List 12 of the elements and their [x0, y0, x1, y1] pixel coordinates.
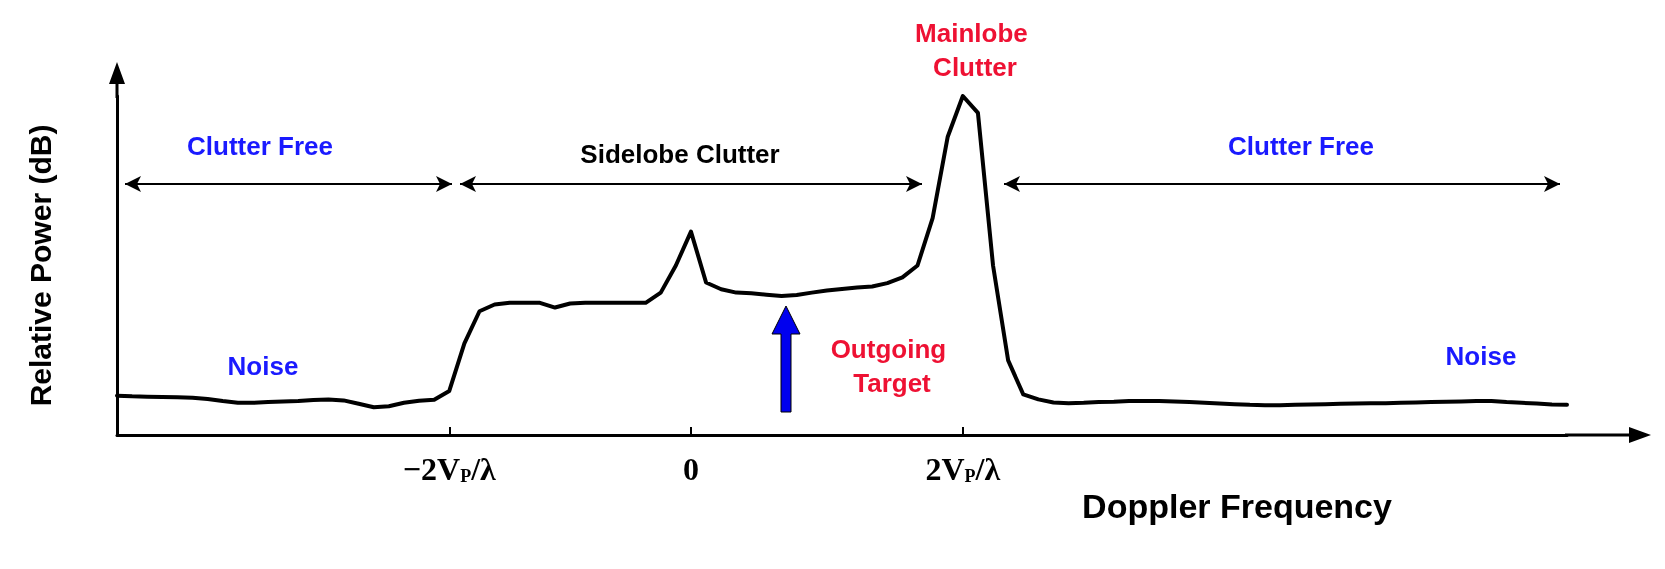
annotation: Clutter Free	[1228, 131, 1374, 161]
x-axis-title: Doppler Frequency	[1082, 487, 1392, 525]
annotation: Noise	[1445, 341, 1517, 371]
annotation: Clutter Free	[187, 131, 333, 161]
x-tick-label: 0	[682, 451, 699, 487]
text: Mainlobe Clutter	[915, 18, 1035, 82]
annotation: Outgoing Target	[830, 334, 954, 398]
annotation: Sidelobe Clutter	[580, 139, 780, 169]
annotation: Noise	[227, 351, 299, 381]
x-tick-label: −2VP/λ	[402, 451, 497, 487]
x-tick-label: 2VP/λ	[925, 451, 1001, 487]
y-axis-title: Relative Power (dB)	[23, 124, 57, 407]
